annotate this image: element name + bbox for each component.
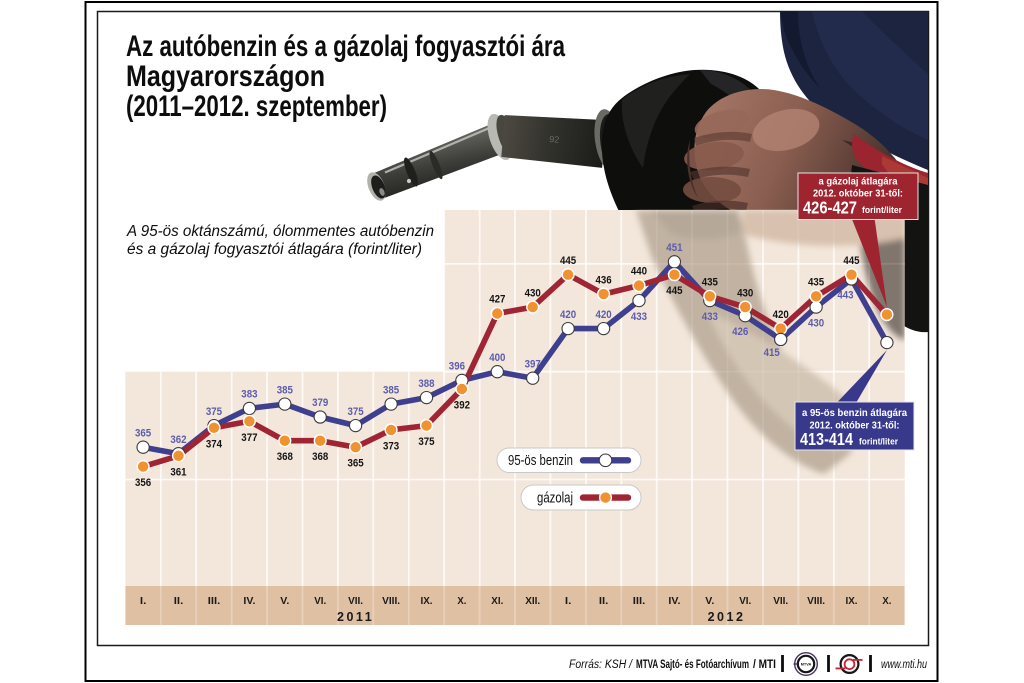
svg-text:Magyarországon: Magyarországon bbox=[126, 60, 325, 93]
svg-text:III.: III. bbox=[633, 596, 646, 607]
svg-text:365: 365 bbox=[135, 427, 151, 439]
svg-text:377: 377 bbox=[241, 432, 257, 444]
svg-text:a 95-ös benzin átlagára: a 95-ös benzin átlagára bbox=[802, 407, 907, 419]
svg-text:445: 445 bbox=[560, 255, 576, 267]
svg-text:XI.: XI. bbox=[491, 596, 503, 607]
svg-text:375: 375 bbox=[348, 406, 364, 418]
svg-text:(2011–2012. szeptember): (2011–2012. szeptember) bbox=[126, 90, 387, 123]
svg-text:400: 400 bbox=[489, 352, 505, 364]
svg-text:VII.: VII. bbox=[348, 596, 363, 607]
svg-text:356: 356 bbox=[135, 477, 151, 489]
svg-text:VIII.: VIII. bbox=[382, 596, 400, 607]
svg-text:2012. október 31-től:: 2012. október 31-től: bbox=[813, 188, 903, 200]
svg-text:2012. október 31-től:: 2012. október 31-től: bbox=[810, 420, 900, 432]
svg-text:VII.: VII. bbox=[773, 596, 788, 607]
svg-text:420: 420 bbox=[560, 309, 576, 321]
svg-text:/ MTI: / MTI bbox=[753, 659, 776, 671]
svg-text:445: 445 bbox=[666, 285, 682, 297]
svg-text:373: 373 bbox=[383, 440, 399, 452]
svg-text:426-427: 426-427 bbox=[803, 198, 857, 218]
svg-text:IV.: IV. bbox=[668, 596, 680, 607]
svg-text:V.: V. bbox=[280, 596, 289, 607]
svg-text:374: 374 bbox=[206, 438, 223, 450]
svg-text:362: 362 bbox=[170, 434, 186, 446]
svg-text:433: 433 bbox=[702, 311, 718, 323]
svg-text:forint/liter: forint/liter bbox=[862, 205, 902, 216]
svg-text:XII.: XII. bbox=[525, 596, 540, 607]
svg-text:www.mti.hu: www.mti.hu bbox=[881, 657, 927, 671]
svg-text:443: 443 bbox=[837, 290, 853, 302]
svg-text:430: 430 bbox=[525, 287, 541, 299]
svg-text:413-414: 413-414 bbox=[800, 429, 853, 449]
svg-text:gázolaj: gázolaj bbox=[537, 491, 573, 507]
svg-text:a gázolaj átlagára: a gázolaj átlagára bbox=[819, 176, 898, 188]
svg-text:420: 420 bbox=[773, 309, 789, 321]
svg-text:I.: I. bbox=[565, 596, 572, 607]
svg-text:388: 388 bbox=[418, 378, 434, 390]
svg-text:396: 396 bbox=[449, 361, 465, 373]
svg-text:426: 426 bbox=[732, 326, 748, 338]
svg-text:435: 435 bbox=[702, 277, 718, 289]
svg-text:III.: III. bbox=[208, 596, 221, 607]
svg-text:451: 451 bbox=[666, 242, 682, 254]
svg-text:368: 368 bbox=[312, 451, 328, 463]
svg-text:365: 365 bbox=[348, 458, 364, 470]
svg-text:368: 368 bbox=[277, 451, 293, 463]
svg-text:436: 436 bbox=[596, 274, 612, 286]
svg-text:II.: II. bbox=[599, 596, 609, 607]
svg-text:X.: X. bbox=[457, 596, 466, 607]
svg-text:430: 430 bbox=[737, 287, 753, 299]
svg-text:361: 361 bbox=[170, 466, 186, 478]
svg-text:385: 385 bbox=[383, 384, 399, 396]
svg-text:VIII.: VIII. bbox=[807, 596, 825, 607]
svg-text:445: 445 bbox=[843, 255, 859, 267]
svg-text:427: 427 bbox=[489, 294, 505, 306]
svg-text:IV.: IV. bbox=[243, 596, 255, 607]
svg-text:MTVA Sajtó- és Fotóarchívum: MTVA Sajtó- és Fotóarchívum bbox=[636, 659, 749, 671]
svg-text:VI.: VI. bbox=[739, 596, 751, 607]
svg-text:és a gázolaj fogyasztói átlagá: és a gázolaj fogyasztói átlagára (forint… bbox=[127, 241, 422, 258]
svg-text:I.: I. bbox=[140, 596, 147, 607]
svg-text:392: 392 bbox=[454, 400, 470, 412]
svg-text:397: 397 bbox=[525, 358, 541, 370]
svg-text:440: 440 bbox=[631, 266, 647, 278]
svg-text:375: 375 bbox=[418, 436, 434, 448]
svg-text:forint/liter: forint/liter bbox=[859, 437, 898, 448]
svg-text:95-ös benzin: 95-ös benzin bbox=[508, 453, 573, 469]
svg-text:92: 92 bbox=[549, 134, 560, 145]
svg-text:383: 383 bbox=[241, 389, 257, 401]
svg-text:420: 420 bbox=[596, 309, 612, 321]
svg-text:Az autóbenzin és a gázolaj fog: Az autóbenzin és a gázolaj fogyasztói ár… bbox=[126, 30, 565, 63]
svg-text:X.: X. bbox=[882, 596, 891, 607]
svg-text:A 95-ös oktánszámú, ólommentes: A 95-ös oktánszámú, ólommentes autóbenzi… bbox=[126, 223, 434, 240]
svg-text:415: 415 bbox=[764, 347, 780, 359]
svg-text:430: 430 bbox=[808, 318, 824, 330]
svg-text:IX.: IX. bbox=[421, 596, 433, 607]
svg-text:2011: 2011 bbox=[337, 610, 374, 624]
svg-text:MTVA: MTVA bbox=[801, 662, 812, 666]
svg-text:V.: V. bbox=[705, 596, 714, 607]
svg-text:Forrás: KSH /: Forrás: KSH / bbox=[569, 659, 634, 671]
svg-text:435: 435 bbox=[808, 277, 824, 289]
svg-text:375: 375 bbox=[206, 406, 222, 418]
svg-text:II.: II. bbox=[174, 596, 184, 607]
svg-text:385: 385 bbox=[277, 384, 293, 396]
svg-text:379: 379 bbox=[312, 397, 328, 409]
svg-text:433: 433 bbox=[631, 311, 647, 323]
svg-text:2012: 2012 bbox=[708, 610, 746, 624]
svg-text:VI.: VI. bbox=[314, 596, 326, 607]
svg-text:IX.: IX. bbox=[846, 596, 858, 607]
